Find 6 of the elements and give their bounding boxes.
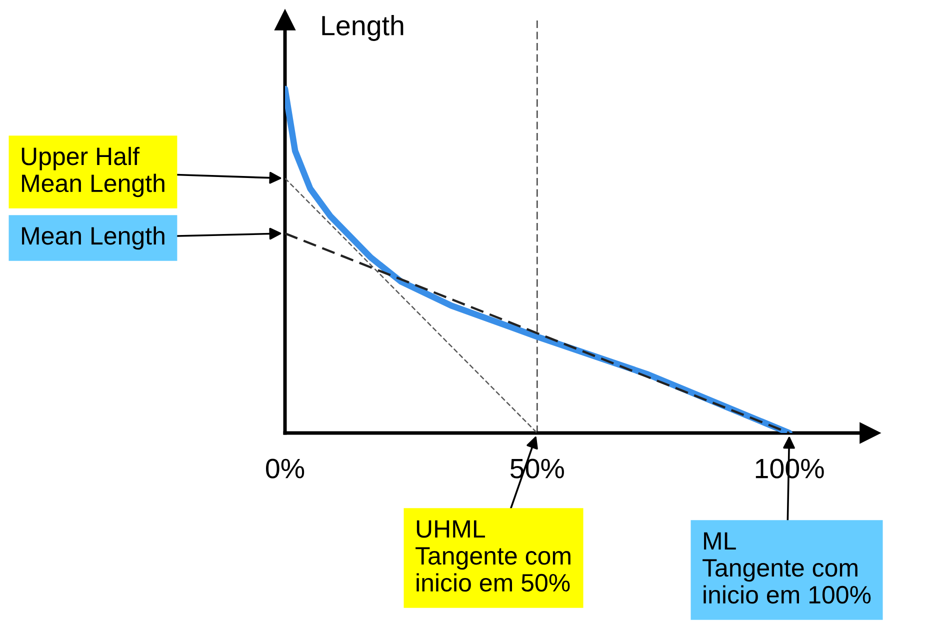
annotation: ML Tangente com inicio em 100%	[702, 532, 871, 604]
annotation: Upper Half Mean Length	[22, 146, 164, 198]
x-tick-label: 0%	[266, 458, 304, 478]
annotation: Mean Length	[22, 226, 164, 250]
annotation: UHML Tangente com inicio em 50%	[416, 520, 570, 592]
y-axis-title: Length	[322, 15, 404, 41]
